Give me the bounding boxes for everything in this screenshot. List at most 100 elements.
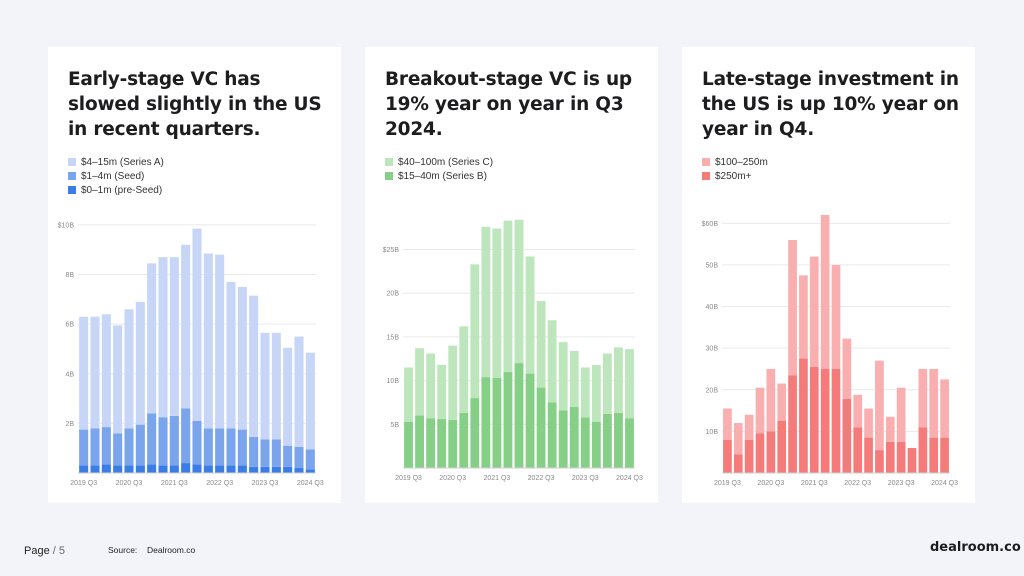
bar-segment [169, 465, 179, 473]
bar-segment [536, 301, 546, 388]
bar-segment [602, 353, 612, 414]
x-tick-label: 2023 Q3 [252, 480, 279, 487]
breakout-stage-legend: $40–100m (Series C) $15–40m (Series B) [385, 155, 493, 183]
bar-segment [569, 406, 579, 468]
bar-segment [831, 264, 841, 369]
x-tick-label: 2024 Q3 [297, 480, 324, 487]
bar-segment [547, 402, 557, 468]
x-tick-label: 2022 Q3 [528, 475, 555, 482]
early-stage-title: Early-stage VC has slowed slightly in th… [68, 69, 322, 140]
bar-segment [124, 428, 134, 466]
bar-segment [203, 465, 213, 473]
bar-segment [305, 449, 315, 470]
bar-segment [907, 448, 917, 473]
bar-segment [625, 418, 634, 468]
x-tick-label: 2020 Q3 [757, 480, 784, 487]
x-tick-label: 2024 Q3 [616, 475, 643, 482]
bar-segment [831, 368, 841, 473]
bar-segment [79, 465, 89, 473]
bar-segment [809, 366, 819, 473]
bar-segment [777, 420, 787, 473]
bar-segment [723, 439, 732, 473]
bar-segment [591, 421, 601, 468]
bar-segment [580, 417, 590, 468]
bar-segment [536, 387, 546, 468]
legend-item-series-b: $15–40m (Series B) [385, 169, 493, 183]
legend-swatch [702, 172, 710, 180]
y-tick-label: 15B [387, 334, 400, 341]
bar-segment [90, 465, 100, 473]
breakout-stage-chart: 5B 10B 15B 20B $25B 2019 Q3 2020 Q3 2021 Q3 2022… [383, 219, 643, 482]
legend-item-pre-seed: $0–1m (pre-Seed) [68, 183, 164, 197]
bar-segment [192, 464, 202, 473]
bar-segment [260, 466, 270, 473]
y-tick-label: 8B [65, 272, 74, 279]
bar-segment [147, 413, 157, 465]
bar-segment [249, 437, 259, 467]
bar-segment [404, 367, 413, 422]
bar-segment [192, 228, 202, 421]
bar-segment [470, 398, 480, 468]
bar-segment [896, 441, 906, 473]
bar-segment [79, 316, 89, 430]
x-tick-label: 2020 Q3 [116, 480, 143, 487]
bar-segment [569, 350, 579, 407]
bar-segment [918, 427, 928, 473]
bar-segment [503, 371, 513, 468]
y-tick-label: 40B [706, 304, 719, 311]
bar-segment [147, 464, 157, 473]
bar-segment [158, 257, 168, 418]
bar-segment [481, 226, 491, 378]
x-tick-label: 2021 Q3 [161, 480, 188, 487]
x-tick-label: 2021 Q3 [483, 475, 510, 482]
legend-label: $100–250m [715, 156, 768, 168]
bar-segment [101, 427, 111, 465]
bar-segment [929, 437, 939, 473]
bar-segment [203, 428, 213, 466]
bar-segment [271, 332, 281, 440]
bar-segment [733, 454, 743, 473]
bar-segment [215, 254, 225, 429]
legend-swatch [68, 186, 76, 194]
bar-segment [283, 466, 293, 473]
y-tick-label: 30B [706, 346, 719, 353]
legend-item-series-c: $40–100m (Series C) [385, 155, 493, 169]
late-stage-card: Late-stage investment in the US is up 10… [682, 47, 975, 503]
bar-segment [135, 465, 145, 473]
bar-segment [415, 415, 424, 468]
legend-label: $15–40m (Series B) [398, 170, 487, 182]
bar-segment [169, 415, 179, 466]
bar-segment [226, 465, 236, 473]
bar-segment [744, 414, 754, 440]
legend-item-series-a: $4–15m (Series A) [68, 155, 164, 169]
x-tick-label: 2019 Q3 [395, 475, 422, 482]
legend-swatch [702, 158, 710, 166]
bar-segment [514, 363, 524, 468]
bar-segment [755, 387, 765, 434]
legend-label: $40–100m (Series C) [398, 156, 494, 168]
brand-logo: dealroom.co [930, 540, 1021, 555]
bar-segment [799, 358, 808, 473]
bar-segment [896, 387, 906, 442]
bar-segment [294, 336, 304, 447]
bar-segment [124, 465, 134, 473]
legend-swatch [68, 158, 76, 166]
bar-segment [192, 420, 202, 465]
bar-segment [864, 437, 873, 473]
y-tick-label: $25B [383, 247, 400, 254]
bar-segment [101, 464, 111, 473]
bar-segment [181, 463, 191, 473]
bar-segment [135, 301, 145, 425]
bar-segment [426, 418, 436, 468]
bar-segment [481, 377, 491, 468]
bar-segment [90, 316, 100, 429]
x-tick-label: 2019 Q3 [714, 480, 741, 487]
bar-segment [625, 349, 634, 419]
bar-segment [283, 347, 293, 446]
bar-segment [437, 364, 447, 420]
bar-segment [602, 413, 612, 468]
bar-segment [203, 253, 213, 429]
bar-segment [591, 364, 601, 422]
bar-segment [940, 379, 949, 438]
y-tick-label: 20B [706, 387, 719, 394]
